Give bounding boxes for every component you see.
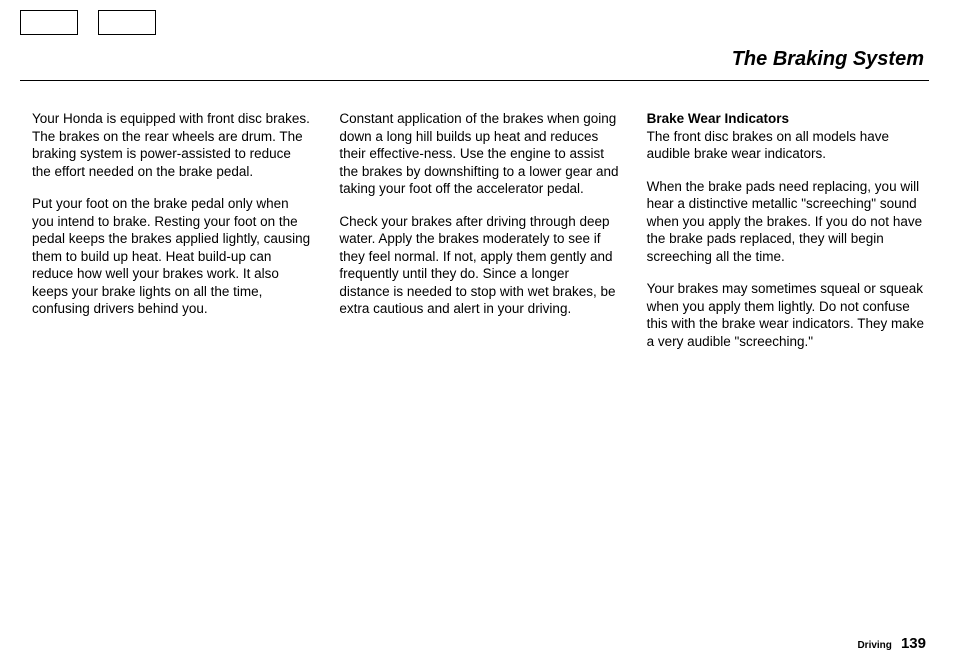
nav-box-right[interactable] (98, 10, 156, 35)
column-3: Brake Wear Indicators The front disc brak… (647, 110, 926, 366)
brake-wear-heading: Brake Wear Indicators (647, 111, 789, 126)
col2-para2: Check your brakes after driving through … (339, 213, 618, 318)
col3-p1-text: The front disc brakes on all models have… (647, 129, 889, 162)
footer-section: Driving (857, 640, 891, 651)
column-1: Your Honda is equipped with front disc b… (32, 110, 311, 366)
title-row: The Braking System (732, 48, 924, 71)
col3-para3: Your brakes may sometimes squeal or sque… (647, 280, 926, 350)
page-footer: Driving 139 (857, 635, 926, 652)
footer-page-number: 139 (901, 635, 926, 652)
col2-para1: Constant application of the brakes when … (339, 110, 618, 198)
nav-boxes (20, 10, 156, 35)
col1-para1: Your Honda is equipped with front disc b… (32, 110, 311, 180)
content-columns: Your Honda is equipped with front disc b… (32, 110, 926, 366)
nav-box-left[interactable] (20, 10, 78, 35)
page-title: The Braking System (732, 48, 924, 71)
col3-para2: When the brake pads need replacing, you … (647, 178, 926, 266)
horizontal-rule (20, 80, 929, 81)
column-2: Constant application of the brakes when … (339, 110, 618, 366)
col3-para1: Brake Wear Indicators The front disc brak… (647, 110, 926, 163)
col1-para2: Put your foot on the brake pedal only wh… (32, 195, 311, 318)
